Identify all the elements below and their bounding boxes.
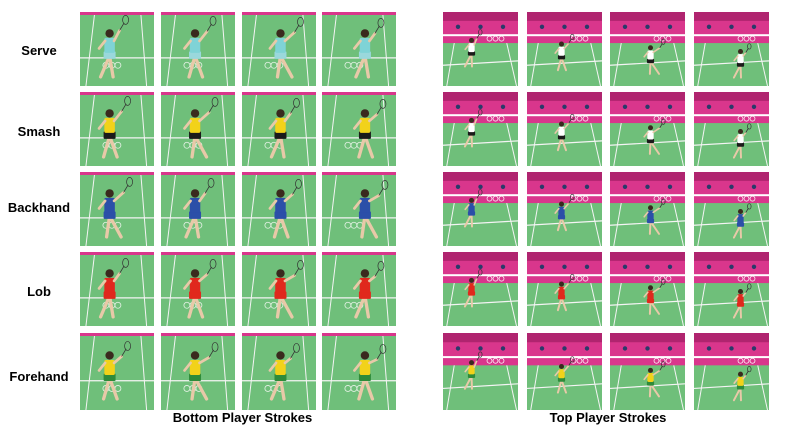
player-figure bbox=[97, 341, 131, 401]
bottom-player-frame bbox=[242, 92, 316, 166]
player-figure bbox=[732, 123, 752, 159]
player-figure bbox=[554, 273, 575, 312]
player-figure bbox=[353, 344, 387, 401]
player-figure bbox=[643, 361, 666, 398]
top-player-frame bbox=[527, 172, 602, 246]
bottom-player-frame bbox=[80, 12, 154, 86]
bottom-player-frame bbox=[242, 252, 316, 326]
top-player-frame bbox=[443, 252, 518, 326]
top-player-frame bbox=[443, 92, 518, 166]
top-player-frame bbox=[694, 333, 769, 410]
top-player-frame bbox=[527, 12, 602, 86]
player-figure bbox=[554, 113, 575, 152]
bottom-player-frame bbox=[80, 333, 154, 410]
player-figure bbox=[463, 269, 483, 308]
top-player-frame bbox=[694, 252, 769, 326]
caption-bottom-player-strokes: Bottom Player Strokes bbox=[172, 410, 313, 425]
top-player-frame bbox=[527, 92, 602, 166]
player-figure bbox=[554, 193, 575, 232]
player-figure bbox=[554, 33, 575, 72]
bottom-player-frame bbox=[80, 252, 154, 326]
player-figure bbox=[183, 16, 217, 79]
player-figure bbox=[353, 18, 385, 79]
player-figure bbox=[732, 366, 752, 402]
player-figure bbox=[97, 177, 133, 239]
top-player-frame bbox=[443, 333, 518, 410]
player-figure bbox=[97, 96, 131, 159]
player-figure bbox=[463, 189, 483, 228]
bottom-player-frame bbox=[80, 92, 154, 166]
player-figure bbox=[463, 351, 483, 390]
player-figure bbox=[732, 43, 752, 79]
top-player-frame bbox=[610, 172, 685, 246]
top-player-frame bbox=[443, 172, 518, 246]
top-player-frame bbox=[610, 252, 685, 326]
player-figure bbox=[353, 261, 385, 319]
player-figure bbox=[183, 259, 217, 319]
player-figure bbox=[463, 29, 483, 68]
player-figure bbox=[268, 343, 300, 401]
top-player-frame bbox=[443, 12, 518, 86]
bottom-player-frame bbox=[242, 333, 316, 410]
player-figure bbox=[463, 109, 483, 148]
player-figure bbox=[268, 260, 304, 319]
bottom-player-frame bbox=[161, 333, 235, 410]
row-label-smash: Smash bbox=[17, 124, 61, 139]
top-player-frame bbox=[610, 92, 685, 166]
top-player-frame bbox=[694, 12, 769, 86]
bottom-player-frame bbox=[322, 92, 396, 166]
bottom-player-frame bbox=[161, 92, 235, 166]
player-figure bbox=[183, 178, 215, 239]
player-figure bbox=[183, 342, 219, 401]
row-label-forehand: Forehand bbox=[9, 369, 69, 384]
player-figure bbox=[643, 118, 666, 155]
player-figure bbox=[97, 15, 129, 79]
player-figure bbox=[353, 99, 387, 159]
bottom-player-frame bbox=[161, 172, 235, 246]
caption-top-player-strokes: Top Player Strokes bbox=[549, 410, 667, 425]
bottom-player-frame bbox=[322, 172, 396, 246]
bottom-player-frame bbox=[322, 333, 396, 410]
player-figure bbox=[353, 180, 389, 239]
player-figure bbox=[97, 258, 129, 319]
top-player-frame bbox=[694, 92, 769, 166]
player-figure bbox=[643, 278, 666, 315]
player-figure bbox=[268, 98, 300, 159]
top-player-frame bbox=[694, 172, 769, 246]
row-label-serve: Serve bbox=[21, 43, 57, 58]
player-figure bbox=[732, 203, 752, 239]
player-figure bbox=[732, 283, 752, 319]
player-figure bbox=[554, 356, 575, 394]
top-player-frame bbox=[527, 333, 602, 410]
bottom-player-frame bbox=[161, 252, 235, 326]
bottom-player-frame bbox=[322, 252, 396, 326]
player-figure bbox=[643, 38, 666, 75]
player-figure bbox=[643, 198, 666, 235]
top-player-frame bbox=[610, 333, 685, 410]
bottom-player-frame bbox=[242, 12, 316, 86]
row-label-backhand: Backhand bbox=[7, 200, 71, 215]
player-figure bbox=[268, 17, 304, 79]
top-player-frame bbox=[527, 252, 602, 326]
bottom-player-frame bbox=[80, 172, 154, 246]
top-player-frame bbox=[610, 12, 685, 86]
row-label-lob: Lob bbox=[27, 284, 51, 299]
bottom-player-frame bbox=[242, 172, 316, 246]
player-figure bbox=[268, 179, 302, 239]
bottom-player-frame bbox=[322, 12, 396, 86]
bottom-player-frame bbox=[161, 12, 235, 86]
player-figure bbox=[183, 97, 219, 159]
